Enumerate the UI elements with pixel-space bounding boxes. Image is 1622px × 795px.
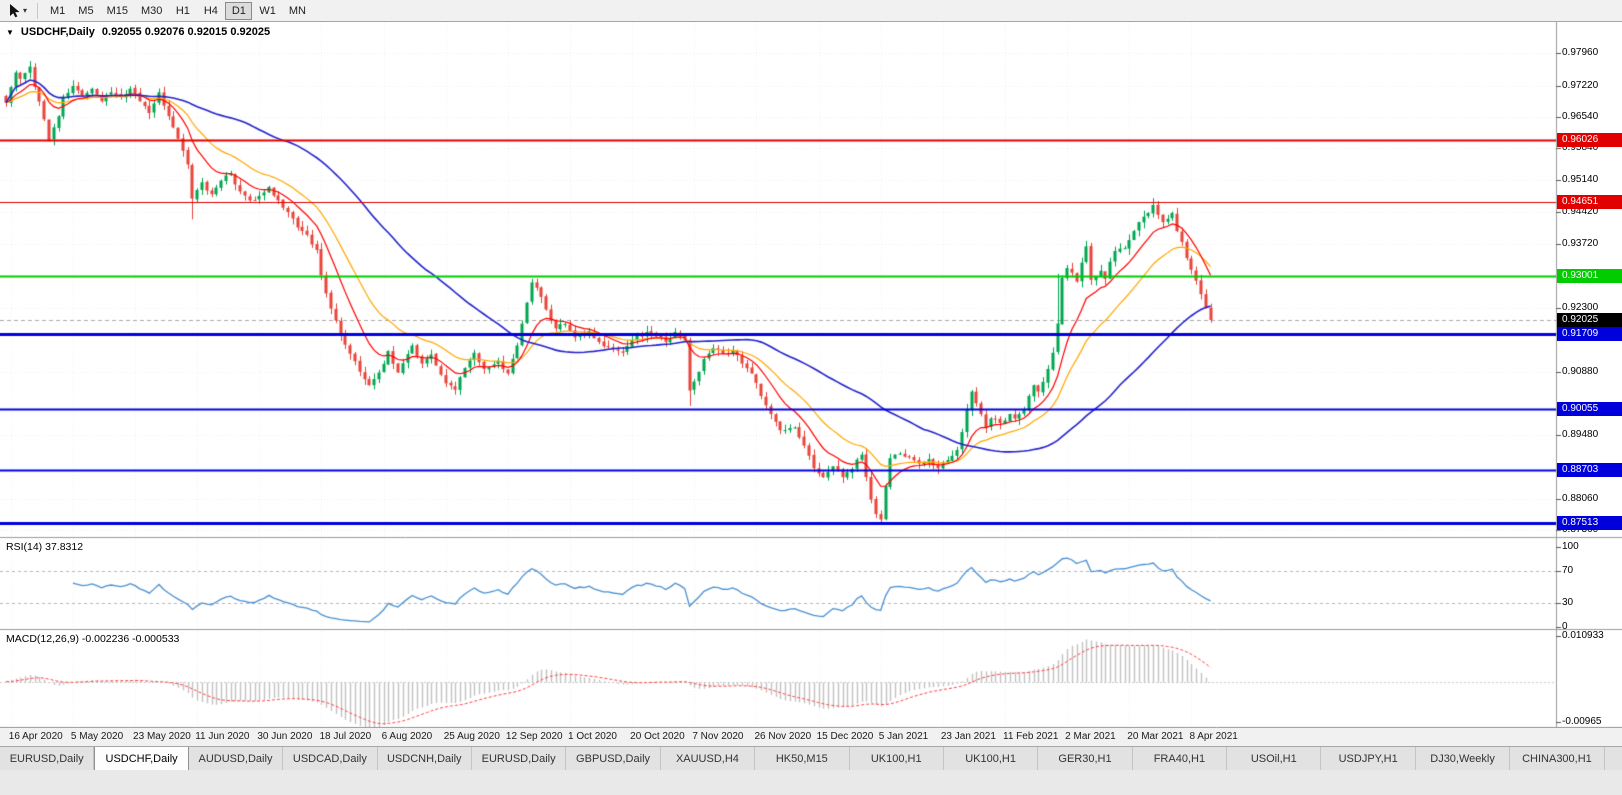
hline-price-box-0.87513: 0.87513 <box>1557 516 1622 531</box>
chart-tab-eurusd-daily[interactable]: EURUSD,Daily <box>0 747 95 770</box>
collapse-triangle-icon[interactable]: ▼ <box>6 27 14 37</box>
date-label-25-aug-2020: 25 Aug 2020 <box>443 731 500 742</box>
timeframe-toolbar: ▾ M1 M5 M15 M30 H1 H4 D1 W1 MN <box>0 0 1622 22</box>
chart-tab-u[interactable]: U <box>1605 747 1622 770</box>
chart-tab-xauusd-h4[interactable]: XAUUSD,H4 <box>661 747 756 770</box>
price-tick-0.92300: 0.92300 <box>1562 301 1599 313</box>
chart-tab-ger30-h1[interactable]: GER30,H1 <box>1038 747 1133 770</box>
date-label-11-jun-2020: 11 Jun 2020 <box>195 731 250 742</box>
date-label-30-jun-2020: 30 Jun 2020 <box>257 731 313 742</box>
price-tick-0.95140: 0.95140 <box>1562 173 1599 185</box>
timeframe-button-m5[interactable]: M5 <box>78 4 94 17</box>
chart-tab-uk100-h1[interactable]: UK100,H1 <box>944 747 1039 770</box>
date-label-7-nov-2020: 7 Nov 2020 <box>692 731 744 742</box>
timeframe-button-h1[interactable]: H1 <box>175 4 190 17</box>
timeframe-button-mn[interactable]: MN <box>288 4 306 17</box>
hline-price-box-0.90055: 0.90055 <box>1557 401 1622 416</box>
chevron-down-icon: ▾ <box>23 6 28 15</box>
timeframe-button-m30[interactable]: M30 <box>140 4 163 17</box>
cursor-icon <box>10 4 20 18</box>
timeframe-button-m1[interactable]: M1 <box>50 4 66 17</box>
timeframe-button-w1[interactable]: W1 <box>259 4 276 17</box>
date-label-23-jan-2021: 23 Jan 2021 <box>940 731 996 742</box>
date-label-6-aug-2020: 6 Aug 2020 <box>381 731 433 742</box>
hline-price-box-0.96026: 0.96026 <box>1557 132 1622 147</box>
date-label-20-oct-2020: 20 Oct 2020 <box>630 731 685 742</box>
rsi-tick-70: 70 <box>1562 565 1574 576</box>
chart-tab-gbpusd-daily[interactable]: GBPUSD,Daily <box>566 747 661 770</box>
price-tick-0.88060: 0.88060 <box>1562 492 1599 504</box>
date-label-15-dec-2020: 15 Dec 2020 <box>816 731 874 742</box>
price-tick-0.93720: 0.93720 <box>1562 237 1599 249</box>
hline-price-box-0.93001: 0.93001 <box>1557 269 1622 284</box>
cursor-tool[interactable]: ▾ <box>4 2 31 20</box>
chart-tab-usdcad-daily[interactable]: USDCAD,Daily <box>283 747 378 770</box>
macd-tick--0.00965: -0.00965 <box>1562 716 1602 727</box>
date-label-12-sep-2020: 12 Sep 2020 <box>505 731 563 742</box>
hline-price-box-0.91709: 0.91709 <box>1557 327 1622 342</box>
macd-values: -0.002236 -0.000533 <box>81 633 180 645</box>
price-chart-canvas[interactable] <box>0 22 1622 728</box>
chart-tab-bar: EURUSD,Daily USDCHF,Daily AUDUSD,Daily USDC… <box>0 746 1622 770</box>
rsi-name: RSI(14) <box>6 541 43 553</box>
chart-title: ▼ USDCHF,Daily 0.92055 0.92076 0.92015 0… <box>6 26 270 38</box>
rsi-value: 37.8312 <box>45 541 84 553</box>
timeframe-button-d1[interactable]: D1 <box>225 1 253 20</box>
date-label-16-apr-2020: 16 Apr 2020 <box>8 731 63 742</box>
hline-price-box-0.88703: 0.88703 <box>1557 462 1622 477</box>
timeframe-button-group: M1 M5 M15 M30 H1 H4 D1 W1 MN <box>44 1 312 20</box>
date-label-26-nov-2020: 26 Nov 2020 <box>754 731 812 742</box>
rsi-tick-100: 100 <box>1562 541 1579 552</box>
price-tick-0.97220: 0.97220 <box>1562 79 1599 91</box>
date-label-5-jan-2021: 5 Jan 2021 <box>878 731 929 742</box>
symbol-label: USDCHF,Daily <box>20 26 95 38</box>
date-label-20-mar-2021: 20 Mar 2021 <box>1127 731 1184 742</box>
current-price-box: 0.92025 <box>1557 313 1622 328</box>
timeframe-button-m15[interactable]: M15 <box>106 4 128 17</box>
date-label-11-feb-2021: 11 Feb 2021 <box>1003 731 1059 742</box>
macd-tick-0.010933: 0.010933 <box>1562 630 1604 641</box>
chart-tab-hk50-m15[interactable]: HK50,M15 <box>755 747 850 770</box>
chart-tab-eurusd-daily[interactable]: EURUSD,Daily <box>472 747 567 770</box>
chart-tab-usdchf-daily[interactable]: USDCHF,Daily <box>94 747 189 770</box>
date-label-18-jul-2020: 18 Jul 2020 <box>319 731 372 742</box>
macd-name: MACD(12,26,9) <box>6 633 79 645</box>
price-tick-0.94420: 0.94420 <box>1562 206 1599 218</box>
rsi-tick-0: 0 <box>1562 621 1568 632</box>
price-tick-0.89480: 0.89480 <box>1562 428 1599 440</box>
price-tick-0.90880: 0.90880 <box>1562 365 1599 377</box>
chart-tab-usdcnh-daily[interactable]: USDCNH,Daily <box>378 747 472 770</box>
date-label-8-apr-2021: 8 Apr 2021 <box>1189 731 1238 742</box>
chart-tab-usdjpy-h1[interactable]: USDJPY,H1 <box>1321 747 1416 770</box>
date-label-5-may-2020: 5 May 2020 <box>70 731 124 742</box>
chart-tab-china300-h1[interactable]: CHINA300,H1 <box>1510 747 1605 770</box>
rsi-tick-30: 30 <box>1562 597 1574 608</box>
chart-tab-dj30-weekly[interactable]: DJ30,Weekly <box>1416 747 1511 770</box>
price-tick-0.95840: 0.95840 <box>1562 142 1599 154</box>
bottom-strip <box>0 770 1622 795</box>
chart-tab-fra40-h1[interactable]: FRA40,H1 <box>1133 747 1228 770</box>
chart-tab-audusd-daily[interactable]: AUDUSD,Daily <box>189 747 284 770</box>
rsi-indicator-label: RSI(14) 37.8312 <box>6 541 83 553</box>
toolbar-separator <box>37 2 39 19</box>
price-tick-0.97960: 0.97960 <box>1562 46 1599 58</box>
macd-indicator-label: MACD(12,26,9) -0.002236 -0.000533 <box>6 633 179 645</box>
date-axis: 16 Apr 2020 5 May 2020 23 May 2020 11 Jun 2… <box>0 728 1622 746</box>
timeframe-button-h4[interactable]: H4 <box>203 4 218 17</box>
chart-tab-uk100-h1[interactable]: UK100,H1 <box>850 747 944 770</box>
date-label-23-may-2020: 23 May 2020 <box>133 731 191 742</box>
price-tick-0.96540: 0.96540 <box>1562 110 1599 122</box>
date-label-2-mar-2021: 2 Mar 2021 <box>1065 731 1116 742</box>
chart-tab-usoil-h1[interactable]: USOil,H1 <box>1227 747 1322 770</box>
hline-price-box-0.94651: 0.94651 <box>1557 194 1622 209</box>
ohlc-values: 0.92055 0.92076 0.92015 0.92025 <box>101 26 271 38</box>
date-label-1-oct-2020: 1 Oct 2020 <box>568 731 617 742</box>
